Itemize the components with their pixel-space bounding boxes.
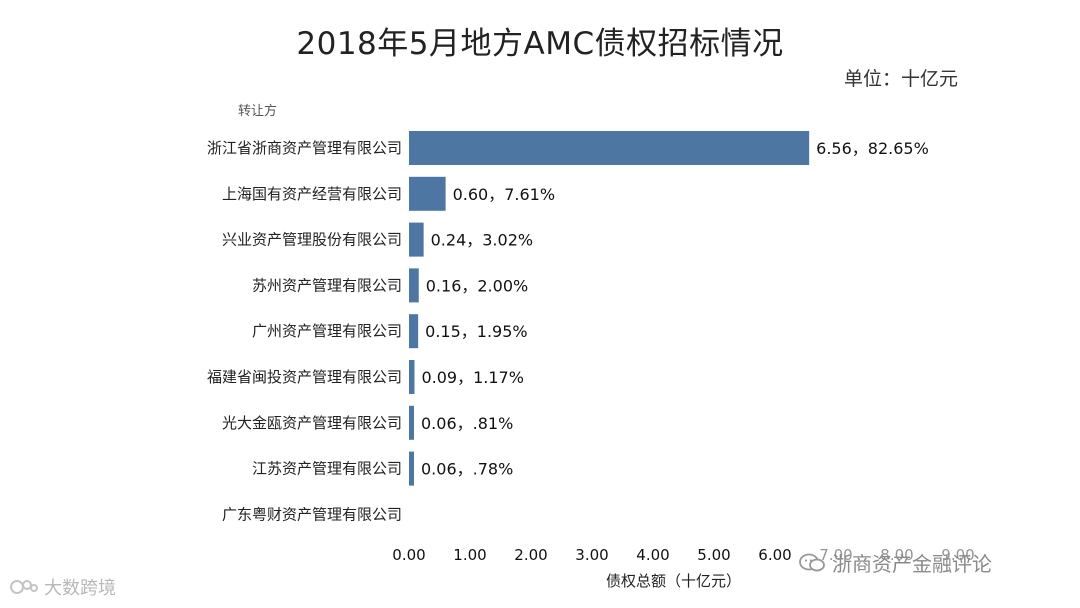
category-label: 浙江省浙商资产管理有限公司 bbox=[207, 139, 402, 157]
data-label: 0.24，3.02% bbox=[431, 231, 533, 250]
data-label: 0.06，.81% bbox=[421, 414, 513, 433]
category-label: 广东粤财资产管理有限公司 bbox=[222, 505, 402, 523]
watermark-right: 浙商资产金融评论 bbox=[798, 548, 992, 577]
data-label: 0.16，2.00% bbox=[426, 276, 528, 295]
watermark-logo-icon bbox=[10, 576, 38, 598]
x-tick-label: 0.00 bbox=[392, 546, 425, 564]
x-tick-label: 1.00 bbox=[453, 546, 486, 564]
data-label: 0.15，1.95% bbox=[425, 322, 527, 341]
wechat-icon bbox=[798, 552, 826, 574]
watermark-left: 大数跨境 bbox=[10, 574, 116, 600]
category-label: 福建省闽投资产管理有限公司 bbox=[207, 368, 402, 386]
x-tick-label: 5.00 bbox=[697, 546, 730, 564]
bar bbox=[409, 222, 424, 257]
data-label: 0.09，1.17% bbox=[421, 368, 523, 387]
x-tick-label: 3.00 bbox=[575, 546, 608, 564]
data-label: 0.06，.78% bbox=[421, 460, 513, 479]
category-label: 广州资产管理有限公司 bbox=[252, 322, 402, 340]
bar bbox=[409, 451, 414, 486]
x-tick-label: 2.00 bbox=[514, 546, 547, 564]
bar bbox=[409, 360, 415, 394]
chart-title: 2018年5月地方AMC债权招标情况 bbox=[296, 26, 784, 62]
bar bbox=[409, 268, 419, 303]
x-axis-title: 债权总额（十亿元） bbox=[606, 572, 741, 590]
x-tick-label: 4.00 bbox=[636, 546, 669, 564]
x-tick-label: 6.00 bbox=[758, 546, 791, 564]
category-label: 上海国有资产经营有限公司 bbox=[222, 185, 402, 203]
bar bbox=[409, 131, 810, 165]
bar bbox=[409, 314, 419, 349]
watermark-right-text: 浙商资产金融评论 bbox=[832, 552, 992, 576]
bar bbox=[409, 405, 414, 440]
category-label: 苏州资产管理有限公司 bbox=[252, 276, 402, 294]
data-label: 0.60，7.61% bbox=[453, 185, 555, 204]
category-label: 兴业资产管理股份有限公司 bbox=[222, 231, 402, 249]
watermark-left-text: 大数跨境 bbox=[44, 578, 116, 599]
bar bbox=[409, 176, 446, 211]
category-label: 江苏资产管理有限公司 bbox=[252, 460, 402, 478]
y-axis-heading: 转让方 bbox=[238, 104, 278, 119]
unit-label: 单位：十亿元 bbox=[843, 68, 958, 90]
data-label: 6.56，82.65% bbox=[816, 139, 929, 158]
category-label: 光大金瓯资产管理有限公司 bbox=[222, 414, 402, 432]
